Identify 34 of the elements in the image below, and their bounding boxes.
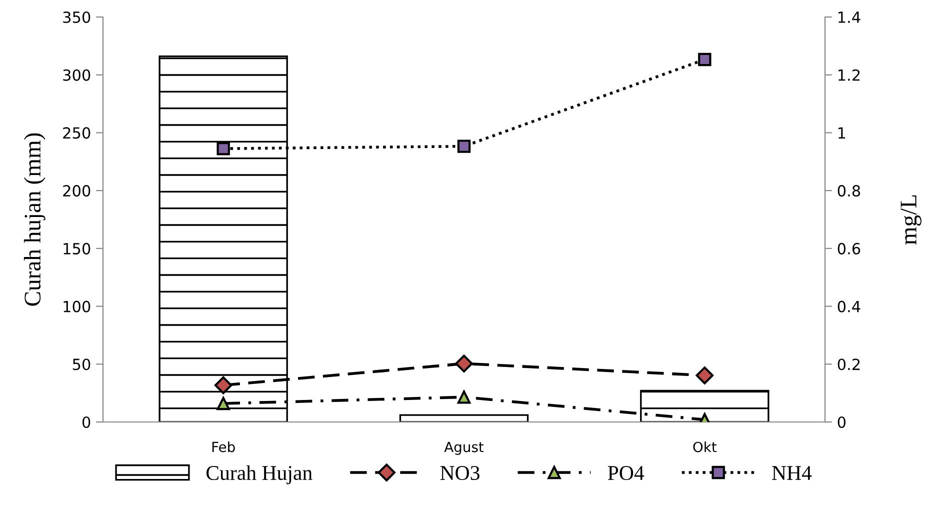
legend-label: Curah Hujan (206, 465, 312, 484)
y-tick-label: 300 (63, 69, 90, 81)
y-axis-title: Curah hujan (mm) (24, 133, 46, 306)
point (696, 366, 714, 384)
point (455, 354, 473, 372)
y2-tick-label: 0.2 (838, 358, 860, 370)
legend-label: PO4 (608, 466, 644, 480)
legend-label: NH4 (772, 466, 812, 480)
point (698, 52, 712, 66)
y-tick-label: 250 (63, 127, 90, 139)
x-tick-label: Feb (212, 441, 235, 452)
y2-tick-label: 0.8 (838, 185, 860, 197)
x-tick-label: Agust (444, 442, 484, 455)
point (457, 140, 471, 153)
y2-tick-label: 0.4 (838, 300, 860, 312)
bar (399, 414, 529, 422)
y-tick-label: 0 (82, 416, 90, 428)
x-tick-label: Okt (693, 441, 717, 452)
y2-tick-label: 0 (838, 416, 846, 428)
y2-tick-label: 1 (838, 127, 846, 139)
y-tick-label: 200 (63, 185, 90, 197)
y2-tick-label: 1.4 (838, 12, 860, 23)
y-tick-label: 150 (64, 242, 90, 254)
y-tick-label: 100 (64, 300, 90, 312)
y2-axis-title: mg/L (900, 195, 922, 245)
y-tick-label: 50 (72, 358, 90, 370)
y2-tick-label: 0.6 (838, 242, 860, 254)
point (457, 390, 471, 404)
y2-tick-label: 1.2 (838, 69, 860, 81)
point (216, 142, 230, 156)
legend-label: NO3 (440, 466, 480, 480)
point (214, 376, 232, 394)
point (216, 396, 230, 410)
y-tick-label: 350 (63, 11, 90, 24)
